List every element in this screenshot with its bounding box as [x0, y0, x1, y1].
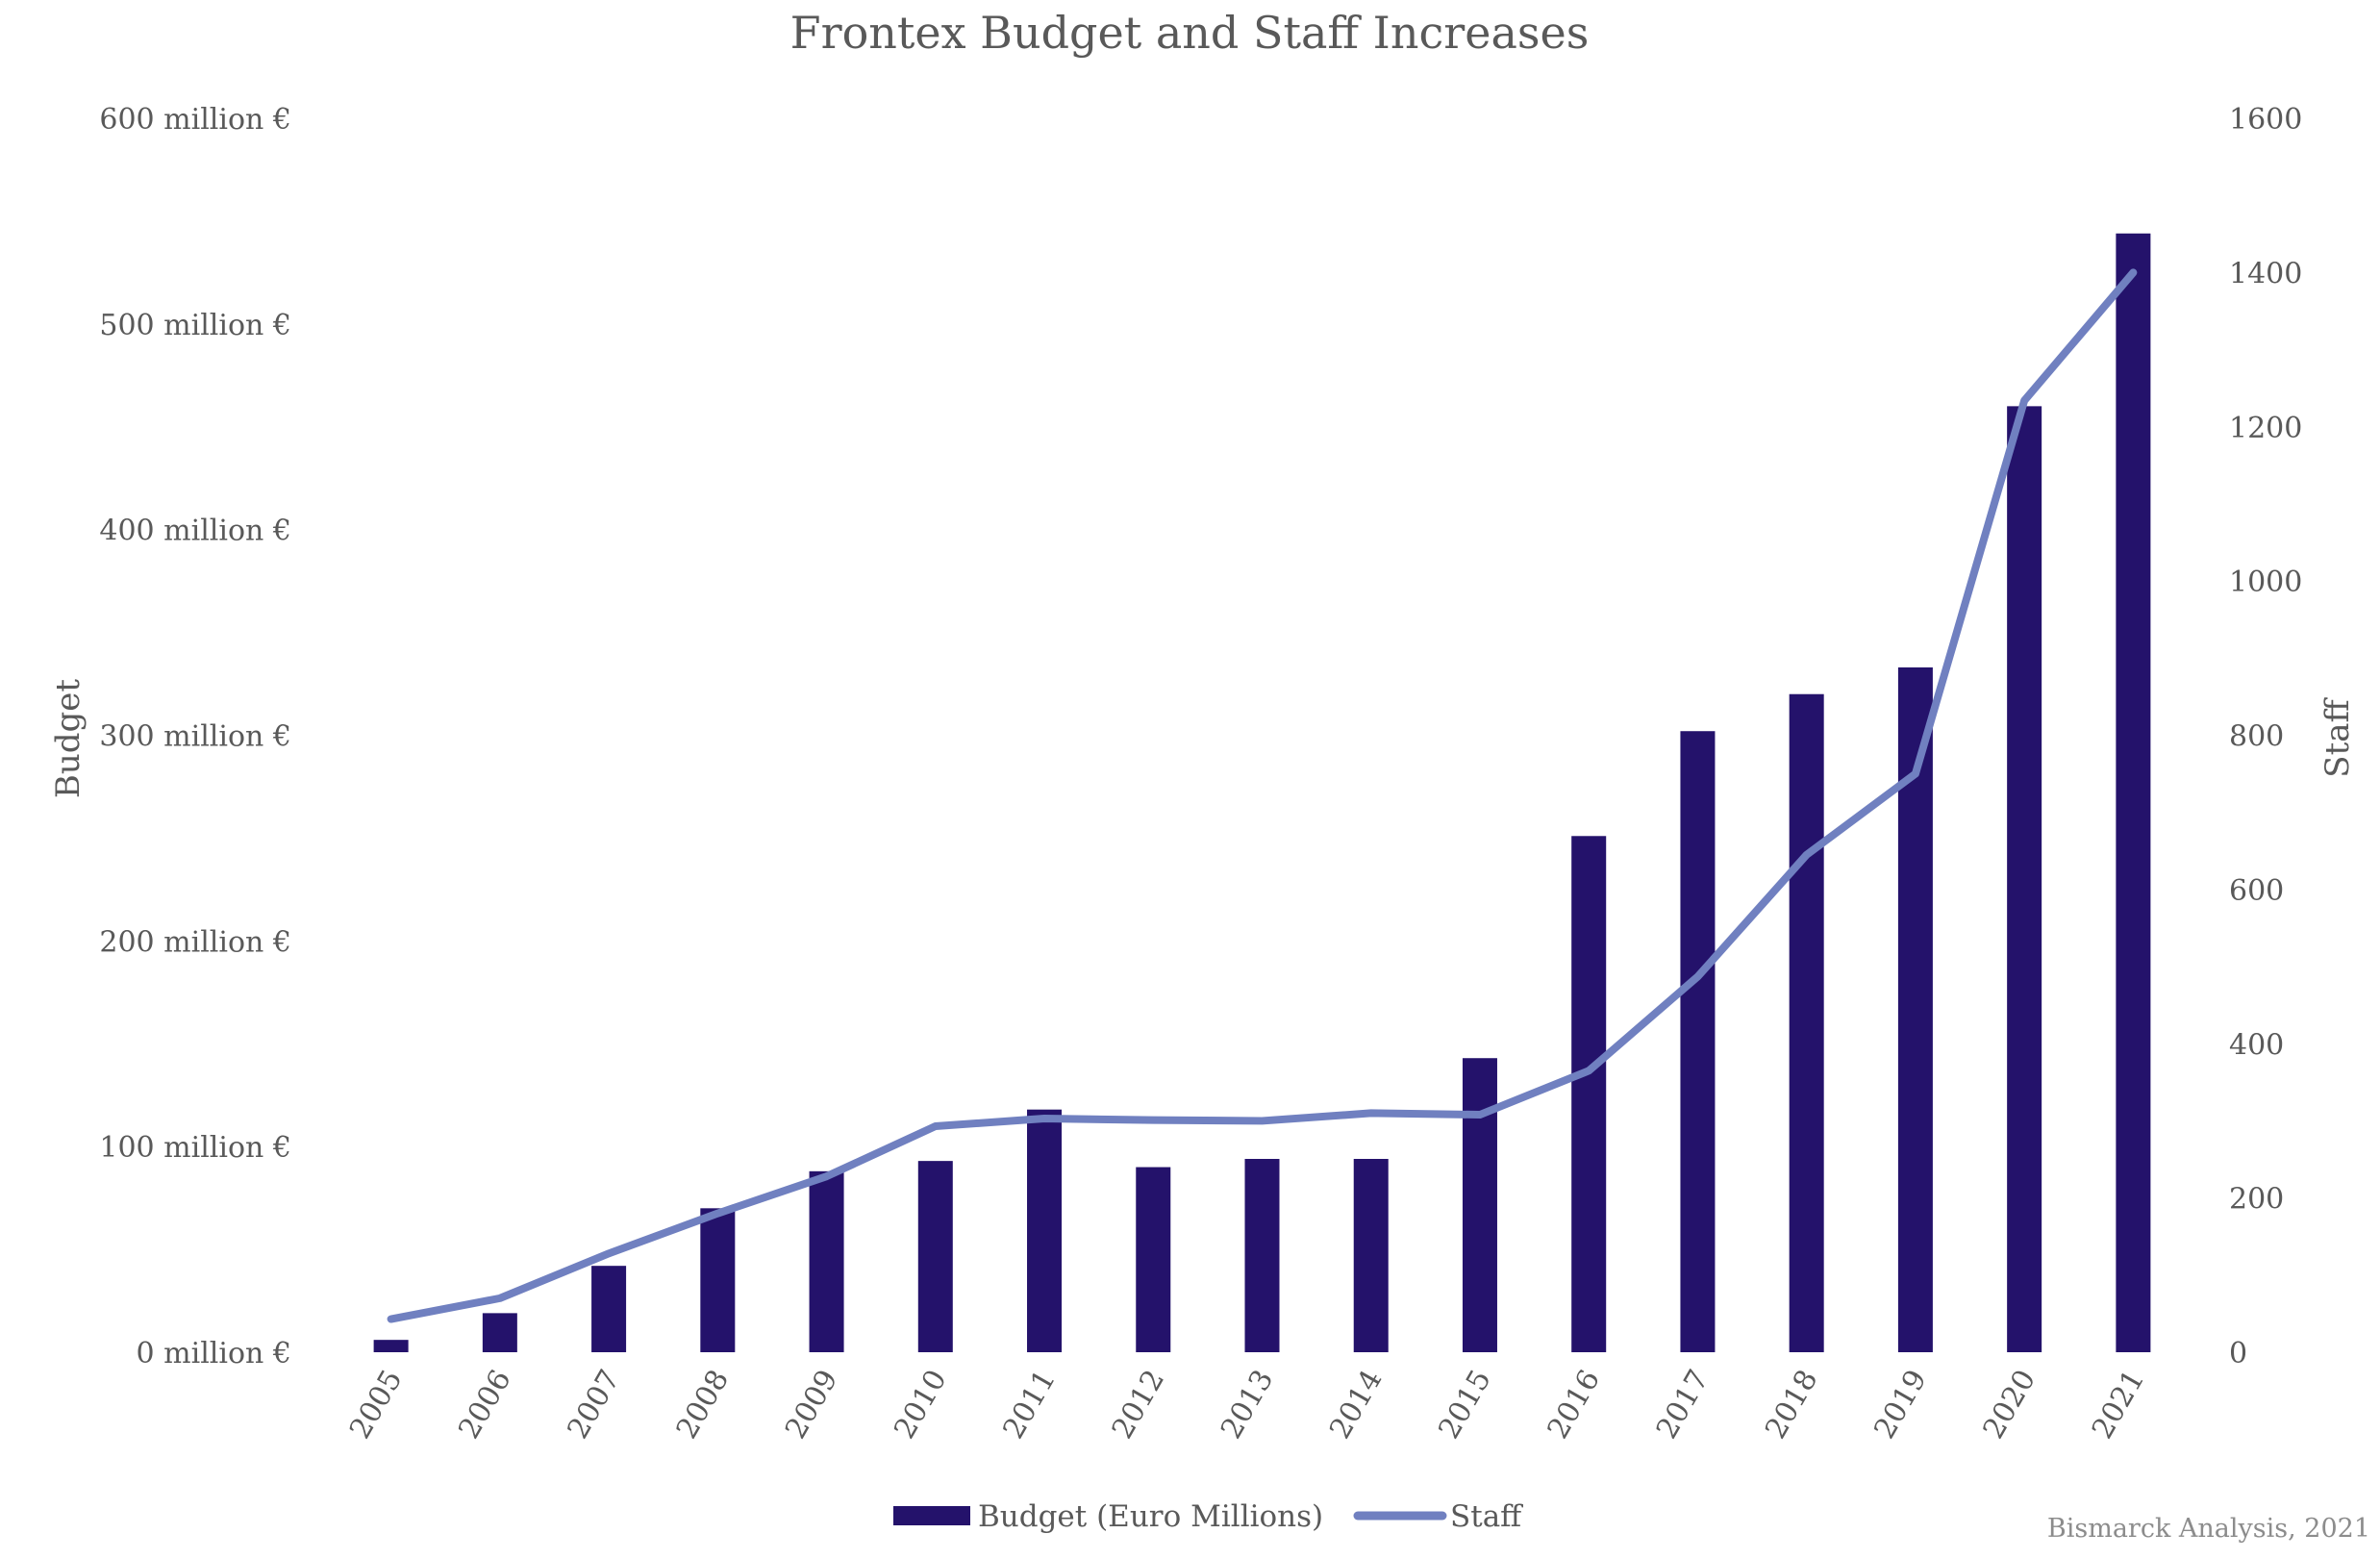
- y-right-tick-label: 1600: [2229, 103, 2302, 137]
- x-axis: 2005 2006 2007 2008 2009 2010 2011 2012 2013 2014…: [343, 1364, 2151, 1445]
- source-note: Bismarck Analysis, 2021: [2047, 1514, 2370, 1544]
- y-left-tick-label: 400 million €: [99, 515, 291, 548]
- y-right-tick-label: 1200: [2229, 412, 2302, 445]
- y-left-tick-label: 200 million €: [99, 925, 291, 959]
- budget-bar: [918, 1161, 953, 1352]
- budget-bar: [1680, 731, 1715, 1352]
- y-right-tick-label: 400: [2229, 1028, 2284, 1062]
- budget-bar: [483, 1313, 517, 1352]
- y-left-tick-label: 100 million €: [99, 1131, 291, 1165]
- x-tick-label: 2012: [1106, 1365, 1171, 1446]
- x-tick-label: 2013: [1215, 1365, 1280, 1446]
- x-tick-label: 2020: [1977, 1365, 2042, 1446]
- x-tick-label: 2016: [1541, 1365, 1607, 1446]
- x-tick-label: 2010: [888, 1365, 953, 1446]
- x-tick-label: 2006: [452, 1365, 517, 1446]
- budget-bar: [2116, 234, 2150, 1352]
- budget-bar: [1027, 1110, 1062, 1352]
- budget-bar: [1354, 1159, 1389, 1352]
- x-tick-label: 2014: [1323, 1365, 1389, 1446]
- x-tick-label: 2018: [1759, 1365, 1824, 1446]
- budget-bar: [700, 1208, 735, 1352]
- y-right-tick-label: 1000: [2229, 566, 2302, 599]
- chart-title: Frontex Budget and Staff Increases: [790, 7, 1590, 59]
- y-right-tick-label: 0: [2229, 1337, 2247, 1370]
- x-tick-label: 2011: [996, 1365, 1062, 1446]
- y-left-tick-label: 0 million €: [137, 1337, 291, 1370]
- x-tick-label: 2021: [2086, 1365, 2151, 1446]
- budget-bar: [1571, 836, 1606, 1352]
- budget-bar: [2007, 406, 2042, 1352]
- budget-bar: [591, 1266, 626, 1352]
- x-tick-label: 2019: [1867, 1364, 1933, 1445]
- y-right-tick-label: 200: [2229, 1183, 2284, 1217]
- budget-bar: [1790, 694, 1824, 1352]
- y-right-axis: 0 200 400 600 800 1000 1200 1400 1600: [2229, 103, 2302, 1370]
- legend-label-staff: Staff: [1450, 1499, 1523, 1534]
- budget-bar: [374, 1340, 409, 1352]
- x-tick-label: 2009: [779, 1365, 844, 1446]
- x-tick-label: 2015: [1432, 1365, 1497, 1446]
- y-right-tick-label: 1400: [2229, 257, 2302, 290]
- legend-label-budget: Budget (Euro Millions): [978, 1499, 1323, 1534]
- x-tick-label: 2007: [562, 1365, 627, 1446]
- y-left-tick-label: 600 million €: [99, 103, 291, 137]
- y-left-tick-label: 500 million €: [99, 309, 291, 342]
- legend-swatch-budget: [893, 1506, 970, 1525]
- budget-bar: [1136, 1168, 1170, 1352]
- budget-bar: [1463, 1058, 1497, 1352]
- y-right-tick-label: 600: [2229, 874, 2284, 908]
- budget-bar: [1245, 1159, 1280, 1352]
- y-left-axis-title: Budget: [49, 679, 88, 799]
- x-tick-label: 2017: [1650, 1365, 1716, 1446]
- y-left-tick-label: 300 million €: [99, 720, 291, 754]
- y-left-axis: 0 million € 100 million € 200 million € 300…: [99, 103, 291, 1370]
- x-tick-label: 2008: [670, 1365, 736, 1446]
- legend: Budget (Euro Millions) Staff: [893, 1499, 1523, 1534]
- budget-bar: [810, 1171, 844, 1352]
- x-tick-label: 2005: [343, 1365, 409, 1446]
- y-right-axis-title: Staff: [2318, 696, 2357, 777]
- y-right-tick-label: 800: [2229, 720, 2284, 754]
